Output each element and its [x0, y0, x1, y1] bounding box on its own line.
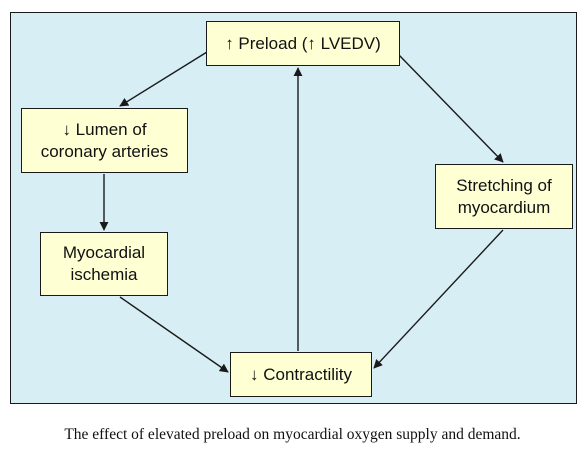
arrow-preload-to-stretching	[398, 54, 504, 163]
arrow-stretching-to-contractility	[373, 229, 504, 369]
arrow-ischemia-to-contractility	[119, 296, 229, 373]
node-increased-preload: ↑ Preload (↑ LVEDV)	[206, 21, 400, 66]
arrow-preload-to-lumen	[119, 51, 208, 107]
figure-caption: The effect of elevated preload on myocar…	[64, 426, 521, 443]
node-myocardial-ischemia: Myocardial ischemia	[40, 232, 168, 296]
node-decreased-contractility: ↓ Contractility	[230, 352, 372, 397]
node-decreased-coronary-lumen: ↓ Lumen of coronary arteries	[21, 108, 188, 173]
node-myocardium-stretching: Stretching of myocardium	[435, 164, 573, 229]
